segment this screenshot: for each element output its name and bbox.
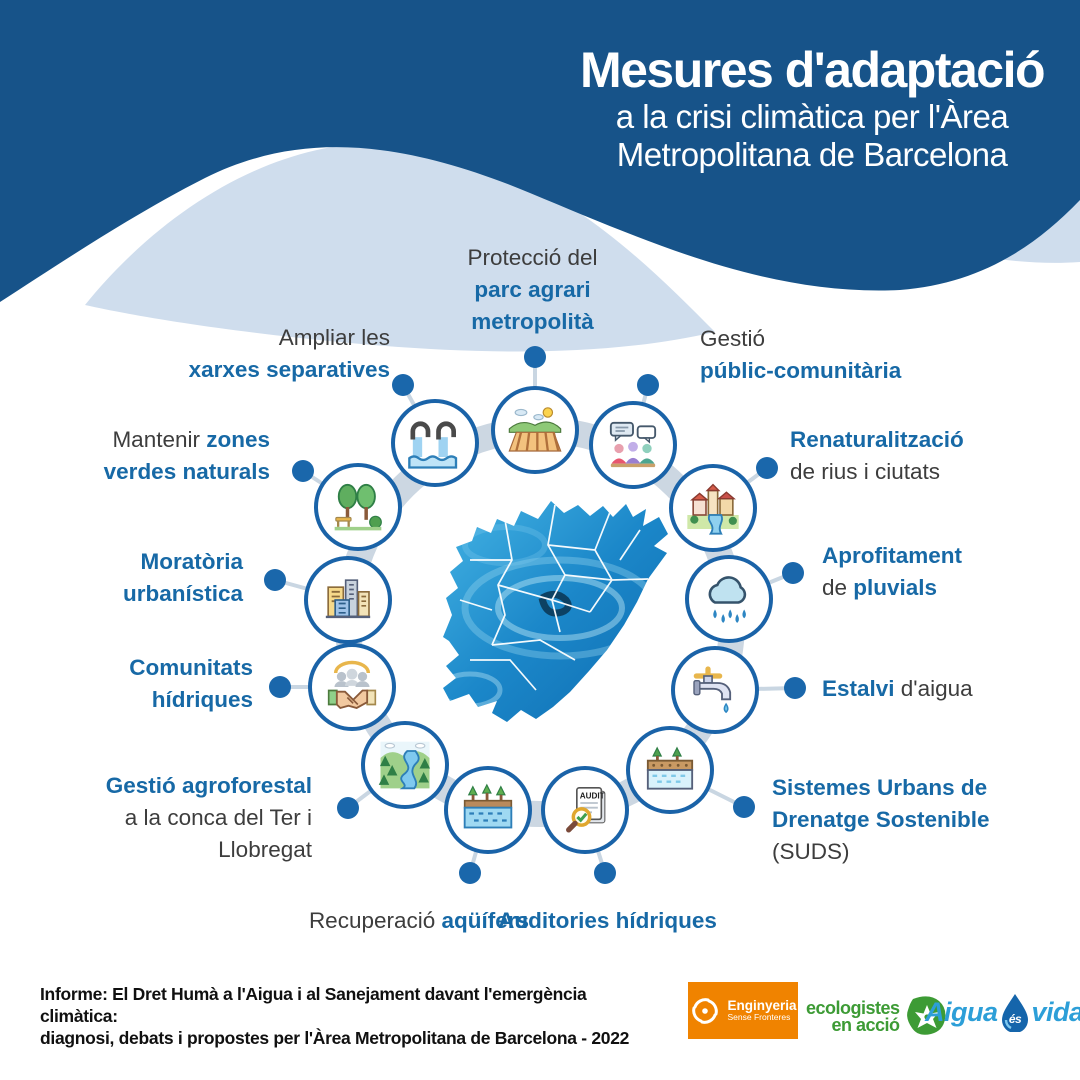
report-line1: Informe: El Dret Humà a l'Aigua i al San…	[40, 984, 587, 1026]
page-title: Mesures d'adaptació a la crisi climàtica…	[572, 42, 1052, 174]
svg-text:és: és	[1008, 1012, 1021, 1026]
measure-label: Comunitats hídriques	[129, 655, 253, 712]
measure-label: Ampliar les xarxes separatives	[188, 325, 390, 382]
measure-node-rain-cloud	[685, 555, 773, 643]
title-subtitle-line2: Metropolitana de Barcelona	[616, 136, 1008, 173]
measure-node-city-buildings	[304, 556, 392, 644]
measure-label: Recuperació aqüífers	[308, 908, 530, 933]
connector-dot	[784, 677, 806, 699]
connector-dot	[756, 457, 778, 479]
title-main: Mesures d'adaptació	[579, 42, 1046, 98]
forest-river-icon	[377, 737, 433, 793]
esf-name: Enginyeria	[727, 997, 797, 1013]
connector-dot	[637, 374, 659, 396]
aev-word-aigua: Aigua	[925, 996, 998, 1027]
logo-ecologistes-en-accio: ecologistes en acció	[806, 992, 950, 1042]
measure-node-audit-document	[541, 766, 629, 854]
farm-field-icon	[507, 402, 563, 458]
aquifer-icon	[460, 782, 516, 838]
measure-label: Auditories hídriques	[498, 908, 717, 933]
esf-tagline: Sense Fronteres	[727, 1012, 791, 1023]
measure-label: Mantenir zones verdes naturals	[103, 427, 270, 484]
town-river-icon	[685, 480, 741, 536]
suds-drainage-icon	[642, 742, 698, 798]
measure-node-forest-river	[361, 721, 449, 809]
measure-node-town-river	[669, 464, 757, 552]
handshake-community-icon	[324, 659, 380, 715]
measure-node-park-trees	[314, 463, 402, 551]
aev-word-vida: vida	[1031, 996, 1080, 1027]
logo-aigua-es-vida: Aigua és vida	[925, 992, 1080, 1032]
audit-document-icon	[557, 782, 613, 838]
measure-node-farm-field	[491, 386, 579, 474]
report-citation: Informe: El Dret Humà a l'Aigua i al San…	[40, 983, 660, 1049]
measure-label: Aprofitament de pluvials	[822, 543, 962, 600]
measure-label: Protecció del parc agrari metropolità	[467, 245, 598, 334]
eco-name-line1: ecologistes	[806, 997, 900, 1018]
measure-node-aquifer	[444, 766, 532, 854]
measure-node-suds-drainage	[626, 726, 714, 814]
community-dialogue-icon	[605, 417, 661, 473]
measure-node-water-pipes	[391, 399, 479, 487]
connector-dot	[594, 862, 616, 884]
esf-swirl-icon	[692, 997, 719, 1024]
measure-label: Moratòria urbanística	[122, 549, 243, 606]
logo-enginyeria-sense-fronteres: Enginyeria Sense Fronteres	[688, 982, 798, 1039]
connector-dot	[337, 797, 359, 819]
measure-node-faucet	[671, 646, 759, 734]
water-pipes-icon	[407, 415, 463, 471]
connector-dot	[782, 562, 804, 584]
header-wave	[0, 0, 1080, 352]
connector-dot	[524, 346, 546, 368]
connector-dot	[264, 569, 286, 591]
connector-dot	[392, 374, 414, 396]
rain-cloud-icon	[701, 571, 757, 627]
report-line2: diagnosi, debats i propostes per l'Àrea …	[40, 1028, 630, 1048]
measure-node-handshake-community	[308, 643, 396, 731]
title-subtitle-line1: a la crisi climàtica per l'Àrea	[615, 98, 1009, 135]
connector-dot	[292, 460, 314, 482]
measure-label: Estalvi d'aigua	[822, 676, 973, 701]
connector-dot	[733, 796, 755, 818]
measure-node-community-dialogue	[589, 401, 677, 489]
eco-splat-icon	[906, 996, 945, 1035]
aev-waterdrop-icon: és	[1001, 994, 1028, 1032]
city-buildings-icon	[320, 572, 376, 628]
measure-label: Gestió públic-comunitària	[700, 326, 902, 383]
connector-dot	[269, 676, 291, 698]
park-trees-icon	[330, 479, 386, 535]
measure-label: Sistemes Urbans de Drenatge Sostenible (SU…	[772, 775, 990, 864]
measure-label: Renaturalització de rius i ciutats	[790, 427, 964, 484]
faucet-icon	[687, 662, 743, 718]
connector-dot	[459, 862, 481, 884]
eco-name-line2: en acció	[831, 1015, 901, 1035]
